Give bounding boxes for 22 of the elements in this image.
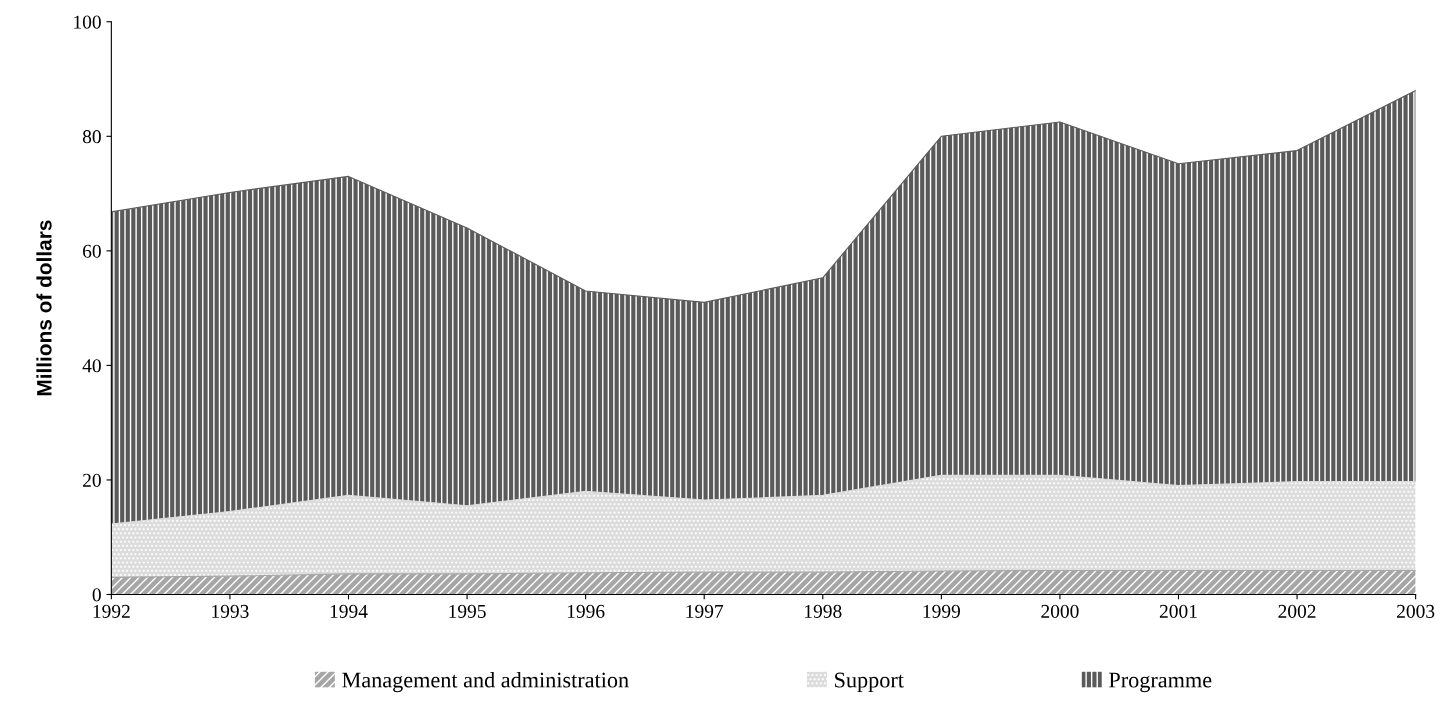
- x-tick-label: 2001: [1159, 604, 1197, 618]
- x-tick-label: 1995: [449, 604, 486, 618]
- x-tick-label: 2000: [1041, 604, 1079, 618]
- x-tick-label: 1997: [686, 604, 724, 618]
- x-tick-label: 1993: [212, 604, 249, 618]
- y-tick-label: 0: [92, 588, 101, 602]
- x-tick-label: 1992: [93, 604, 130, 618]
- legend-label: Support: [835, 672, 904, 693]
- y-tick-label: 100: [74, 15, 101, 29]
- y-tick-label: 40: [82, 359, 101, 373]
- x-tick-label: 2002: [1278, 604, 1316, 618]
- y-axis-title: Millions of dollars: [36, 220, 52, 396]
- x-tick-label: 1998: [805, 604, 842, 618]
- x-tick-label: 1999: [923, 604, 960, 618]
- x-tick-label: 1996: [567, 604, 605, 618]
- x-tick-label: 1994: [330, 604, 368, 618]
- y-tick-label: 60: [83, 244, 101, 258]
- x-tick-label: 2003: [1397, 604, 1435, 618]
- y-tick-label: 80: [82, 130, 101, 144]
- legend-label: Programme: [1109, 672, 1212, 693]
- legend-label: Management and administration: [342, 671, 629, 693]
- y-tick-label: 20: [83, 473, 101, 487]
